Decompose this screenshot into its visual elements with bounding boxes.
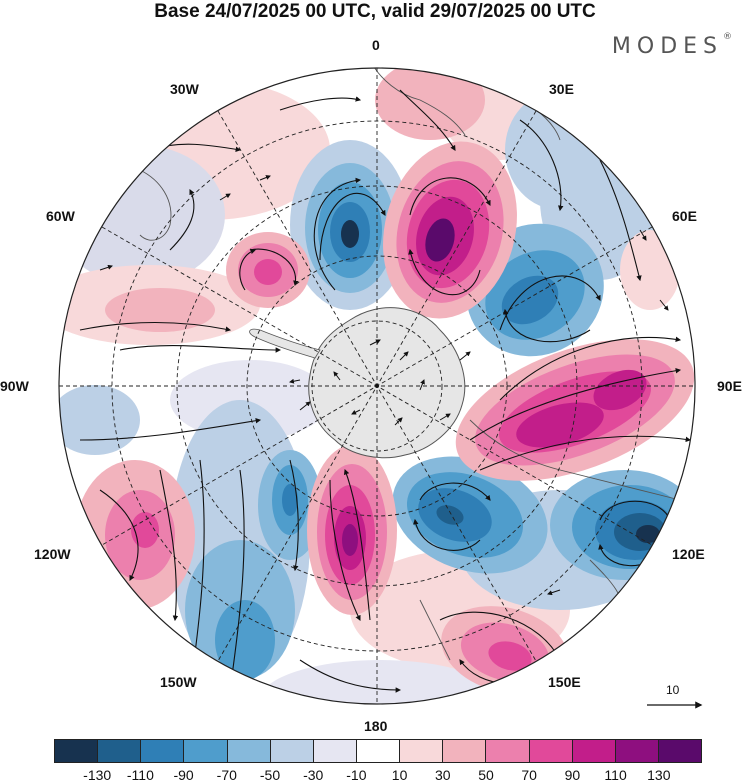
colorbar-swatch (183, 740, 227, 762)
colorbar-tick-label: 50 (478, 767, 494, 783)
antarctic-peninsula (249, 328, 321, 359)
polar-stereographic-map (58, 67, 696, 705)
colorbar-tick-label: -30 (303, 767, 324, 783)
map-disc (59, 68, 695, 704)
map-title: Base 24/07/2025 00 UTC, valid 29/07/2025… (154, 1, 596, 22)
longitude-label-150w: 150W (160, 674, 197, 690)
longitude-label-30e: 30E (549, 81, 574, 97)
colorbar-tick-label: 130 (647, 767, 671, 783)
longitude-label-30w: 30W (170, 81, 199, 97)
longitude-label-90w: 90W (0, 378, 29, 394)
modes-logo: MODES® (611, 32, 732, 59)
longitude-label-120w: 120W (34, 546, 71, 562)
colorbar-swatch (571, 740, 615, 762)
colorbar (54, 739, 702, 763)
colorbar-tick-label: 70 (521, 767, 537, 783)
longitude-label-120e: 120E (672, 546, 705, 562)
colorbar-tick-label: 30 (435, 767, 451, 783)
registered-mark: ® (723, 32, 732, 42)
colorbar-swatch (355, 740, 400, 762)
colorbar-tick-label: -110 (126, 767, 154, 783)
colorbar-tick-label: -130 (83, 767, 112, 783)
longitude-label-90e: 90E (717, 378, 742, 394)
colorbar-swatch (140, 740, 184, 762)
longitude-label-180: 180 (364, 718, 388, 734)
map-boundary (58, 67, 696, 705)
colorbar-swatch (269, 740, 313, 762)
colorbar-swatch (485, 740, 529, 762)
colorbar-swatch (528, 740, 572, 762)
colorbar-tick-label: 110 (604, 767, 627, 783)
longitude-label-150e: 150E (548, 674, 581, 690)
negative-anomalies (185, 140, 695, 680)
streamlines (79, 89, 692, 693)
colorbar-swatch (55, 740, 98, 762)
colorbar-tick-label: 10 (391, 767, 408, 783)
colorbar-swatch (657, 740, 702, 762)
colorbar-tick-label: -50 (259, 767, 281, 783)
colorbar-swatch (614, 740, 658, 762)
colorbar-tick-label: -90 (173, 767, 194, 783)
longitude-label-60w: 60W (46, 208, 75, 224)
south-pole-marker (375, 384, 379, 388)
colorbar-swatch (312, 740, 356, 762)
colorbar-tick-label: -10 (346, 767, 367, 783)
longitude-label-60e: 60E (672, 208, 697, 224)
colorbar-swatch (442, 740, 486, 762)
longitude-label-0: 0 (372, 37, 380, 53)
colorbar-swatch (399, 740, 443, 762)
colorbar-tick-label: 90 (564, 767, 581, 783)
colorbar-tick-label: -70 (216, 767, 237, 783)
brand-text: MODES (611, 34, 723, 59)
reference-vector-arrow (647, 701, 703, 709)
reference-vector-label: 10 (666, 683, 680, 697)
antarctica-landmass (308, 307, 466, 459)
colorbar-swatch (97, 740, 141, 762)
colorbar-swatch (226, 740, 270, 762)
